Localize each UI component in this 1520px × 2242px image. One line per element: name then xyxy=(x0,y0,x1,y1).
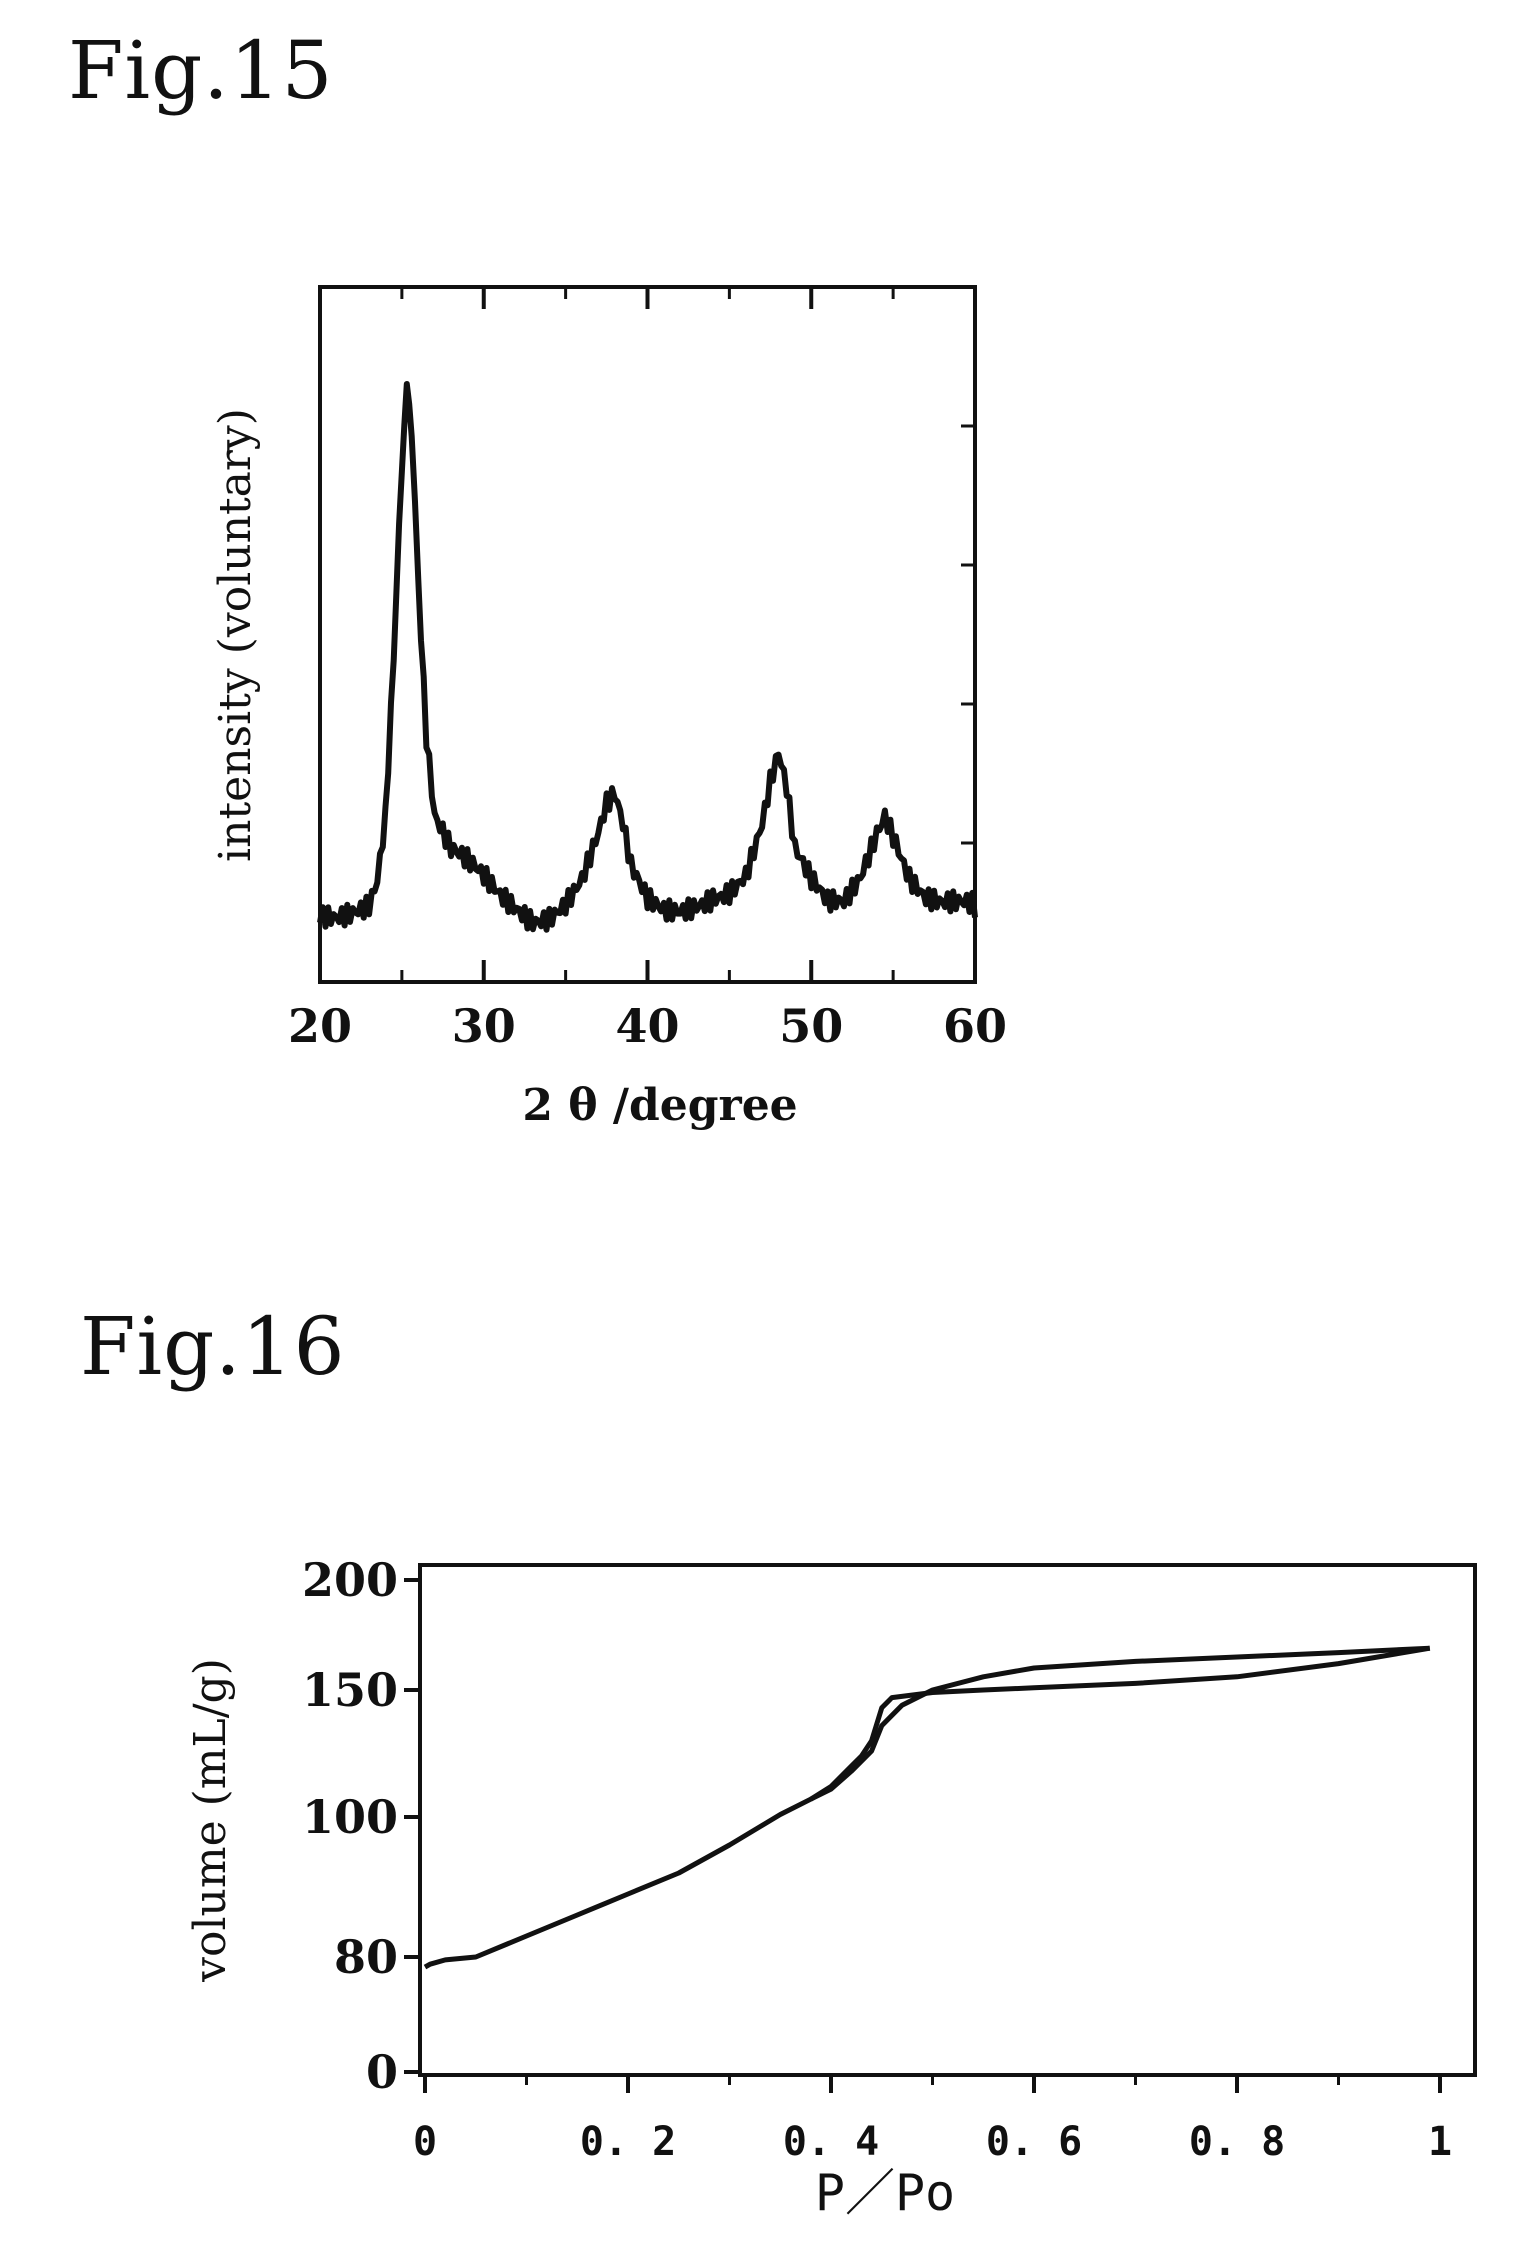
x-tick-label: 0 xyxy=(413,2119,437,2165)
y-tick-label: 100 xyxy=(302,1790,398,1844)
y-tick-group-2: 0 80 100 150 200 xyxy=(302,1553,420,2099)
adsorption-series-line xyxy=(425,1648,1430,1967)
plot-frame-2 xyxy=(420,1565,1475,2075)
y-axis-label-2: volume (mL/g) xyxy=(185,1658,236,1983)
y-tick-label: 80 xyxy=(334,1930,398,1984)
y-tick-label: 150 xyxy=(302,1663,398,1717)
x-tick-label: 0. 2 xyxy=(580,2119,676,2165)
desorption-series-line xyxy=(811,1648,1430,1799)
x-tick-label: 0. 6 xyxy=(986,2119,1082,2165)
x-axis-label-2: P／Po xyxy=(815,2164,955,2222)
x-tick-label: 0. 4 xyxy=(783,2119,879,2165)
x-tick-group-2: 0 0. 2 0. 4 0. 6 0. 8 1 xyxy=(413,2075,1452,2165)
x-tick-label: 1 xyxy=(1428,2119,1452,2165)
y-tick-label: 0 xyxy=(366,2045,398,2099)
x-tick-label: 0. 8 xyxy=(1189,2119,1285,2165)
y-tick-label: 200 xyxy=(302,1553,398,1607)
